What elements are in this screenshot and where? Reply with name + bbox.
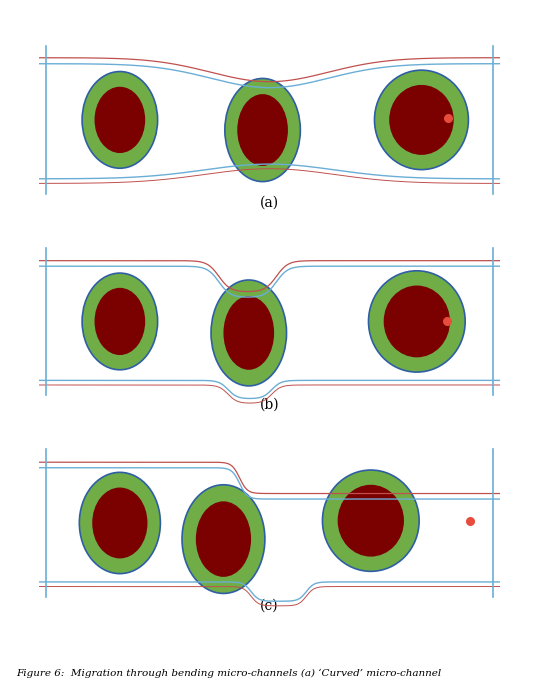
Ellipse shape <box>225 79 300 181</box>
Text: (a): (a) <box>260 196 279 210</box>
Ellipse shape <box>82 273 157 370</box>
Ellipse shape <box>94 288 145 355</box>
Polygon shape <box>39 266 500 398</box>
Ellipse shape <box>337 485 404 557</box>
Ellipse shape <box>182 485 265 594</box>
Ellipse shape <box>79 473 161 573</box>
Ellipse shape <box>92 487 148 559</box>
Text: Figure 6:  Migration through bending micro-channels (a) ‘Curved’ micro-channel: Figure 6: Migration through bending micr… <box>16 669 441 678</box>
Ellipse shape <box>237 94 288 166</box>
Ellipse shape <box>211 280 287 386</box>
Ellipse shape <box>196 501 251 577</box>
Ellipse shape <box>94 87 145 153</box>
Polygon shape <box>39 468 500 601</box>
Ellipse shape <box>369 271 465 372</box>
Ellipse shape <box>384 286 450 357</box>
Text: (c): (c) <box>260 599 279 613</box>
Ellipse shape <box>82 72 157 168</box>
Ellipse shape <box>224 296 274 370</box>
Polygon shape <box>39 64 500 179</box>
Ellipse shape <box>322 470 419 571</box>
Text: (b): (b) <box>260 398 279 411</box>
Ellipse shape <box>389 85 454 155</box>
Ellipse shape <box>375 70 468 170</box>
